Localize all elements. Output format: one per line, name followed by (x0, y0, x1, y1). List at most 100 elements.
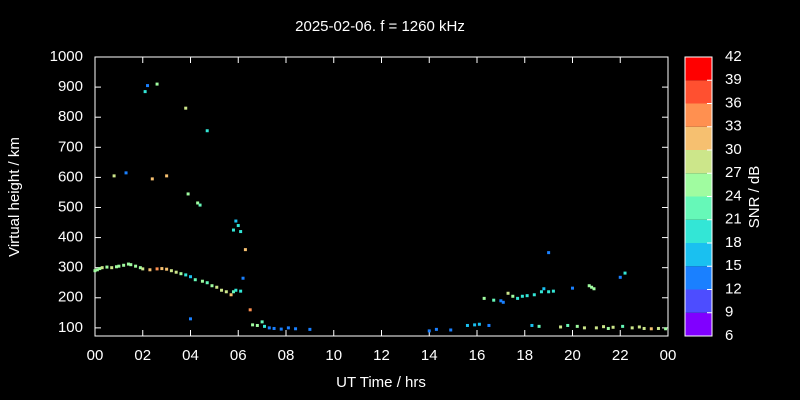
data-point (630, 326, 634, 330)
colorbar-band (685, 126, 712, 150)
data-point (606, 326, 610, 330)
data-point (110, 266, 114, 270)
data-point (239, 289, 243, 293)
data-point (487, 323, 491, 327)
data-point (449, 328, 453, 332)
colorbar-tick-label: 42 (725, 48, 742, 65)
x-tick-label: 04 (182, 347, 199, 364)
data-point (566, 323, 570, 327)
x-tick-label: 14 (421, 347, 438, 364)
colorbar-tick-label: 39 (725, 71, 742, 88)
data-point (205, 129, 209, 133)
data-point (621, 324, 625, 328)
data-point (155, 82, 159, 86)
data-point (126, 262, 130, 266)
x-tick-label: 20 (564, 347, 581, 364)
data-point (184, 106, 188, 110)
y-tick-label: 200 (58, 289, 83, 306)
data-point (551, 289, 555, 293)
y-tick-label: 900 (58, 78, 83, 95)
data-point (234, 288, 238, 292)
x-tick-label: 06 (230, 347, 247, 364)
data-point (582, 326, 586, 330)
data-point (184, 273, 188, 277)
data-point (251, 323, 255, 327)
data-point (200, 279, 204, 283)
data-point (516, 296, 520, 300)
data-point (138, 266, 142, 270)
data-point (236, 224, 240, 228)
colorbar-band (685, 80, 712, 104)
data-point (165, 267, 169, 271)
data-point (547, 251, 551, 255)
data-point (241, 276, 245, 280)
x-tick-label: 12 (373, 347, 390, 364)
data-point (602, 325, 606, 329)
data-point (530, 323, 534, 327)
data-point (231, 290, 235, 294)
chart-title: 2025-02-06. f = 1260 kHz (295, 18, 465, 35)
data-point (234, 219, 238, 223)
data-point (482, 296, 486, 300)
data-point (611, 325, 615, 329)
data-point (499, 299, 503, 303)
data-point (642, 326, 646, 330)
data-point (174, 270, 178, 274)
data-point (112, 174, 116, 178)
data-point (547, 290, 551, 294)
plot-frame (94, 56, 669, 337)
data-point (169, 269, 173, 273)
data-point (623, 271, 627, 275)
data-point (571, 286, 574, 290)
x-tick-label: 10 (325, 347, 342, 364)
data-point (477, 322, 481, 326)
y-tick-label: 400 (58, 229, 83, 246)
colorbar-band (685, 57, 712, 81)
data-point (141, 267, 145, 271)
data-point (224, 290, 228, 294)
data-point (105, 265, 109, 269)
data-point (134, 264, 138, 268)
x-tick-label: 08 (278, 347, 295, 364)
colorbar-tick-label: 21 (725, 211, 742, 228)
colorbar-tick-label: 9 (725, 304, 733, 321)
colorbar-tick-label: 33 (725, 118, 742, 135)
data-point (656, 326, 660, 330)
data-point (189, 275, 192, 279)
data-point (98, 267, 102, 271)
data-point (260, 320, 264, 324)
colorbar-tick-label: 36 (725, 94, 742, 111)
colorbar-tick-label: 30 (725, 141, 742, 158)
data-point (637, 325, 641, 329)
x-tick-label: 00 (87, 347, 104, 364)
data-point (198, 203, 202, 207)
data-point (150, 177, 154, 181)
data-point (143, 90, 147, 94)
colorbar-label: SNR / dB (746, 166, 763, 229)
y-tick-label: 1000 (50, 48, 83, 65)
data-point (155, 267, 159, 271)
x-tick-label: 00 (660, 347, 677, 364)
data-point (473, 323, 477, 327)
data-point (590, 285, 594, 289)
colorbar-band (685, 173, 712, 197)
colorbar-tick-label: 6 (725, 327, 733, 344)
data-point (308, 327, 312, 331)
data-point (160, 267, 164, 271)
data-point (559, 325, 563, 329)
data-point (532, 293, 536, 297)
colorbar-band (685, 150, 712, 174)
colorbar-band (685, 312, 712, 336)
data-point (243, 248, 247, 252)
colorbar-band (685, 266, 712, 290)
data-point (129, 263, 133, 267)
data-point (649, 327, 653, 331)
colorbar-tick-label: 18 (725, 234, 742, 251)
y-axis-label: Virtual height / km (6, 137, 23, 257)
data-point (146, 84, 150, 88)
colorbar-band (685, 219, 712, 243)
data-point (117, 264, 121, 268)
data-point (210, 284, 214, 288)
data-point (215, 285, 219, 289)
